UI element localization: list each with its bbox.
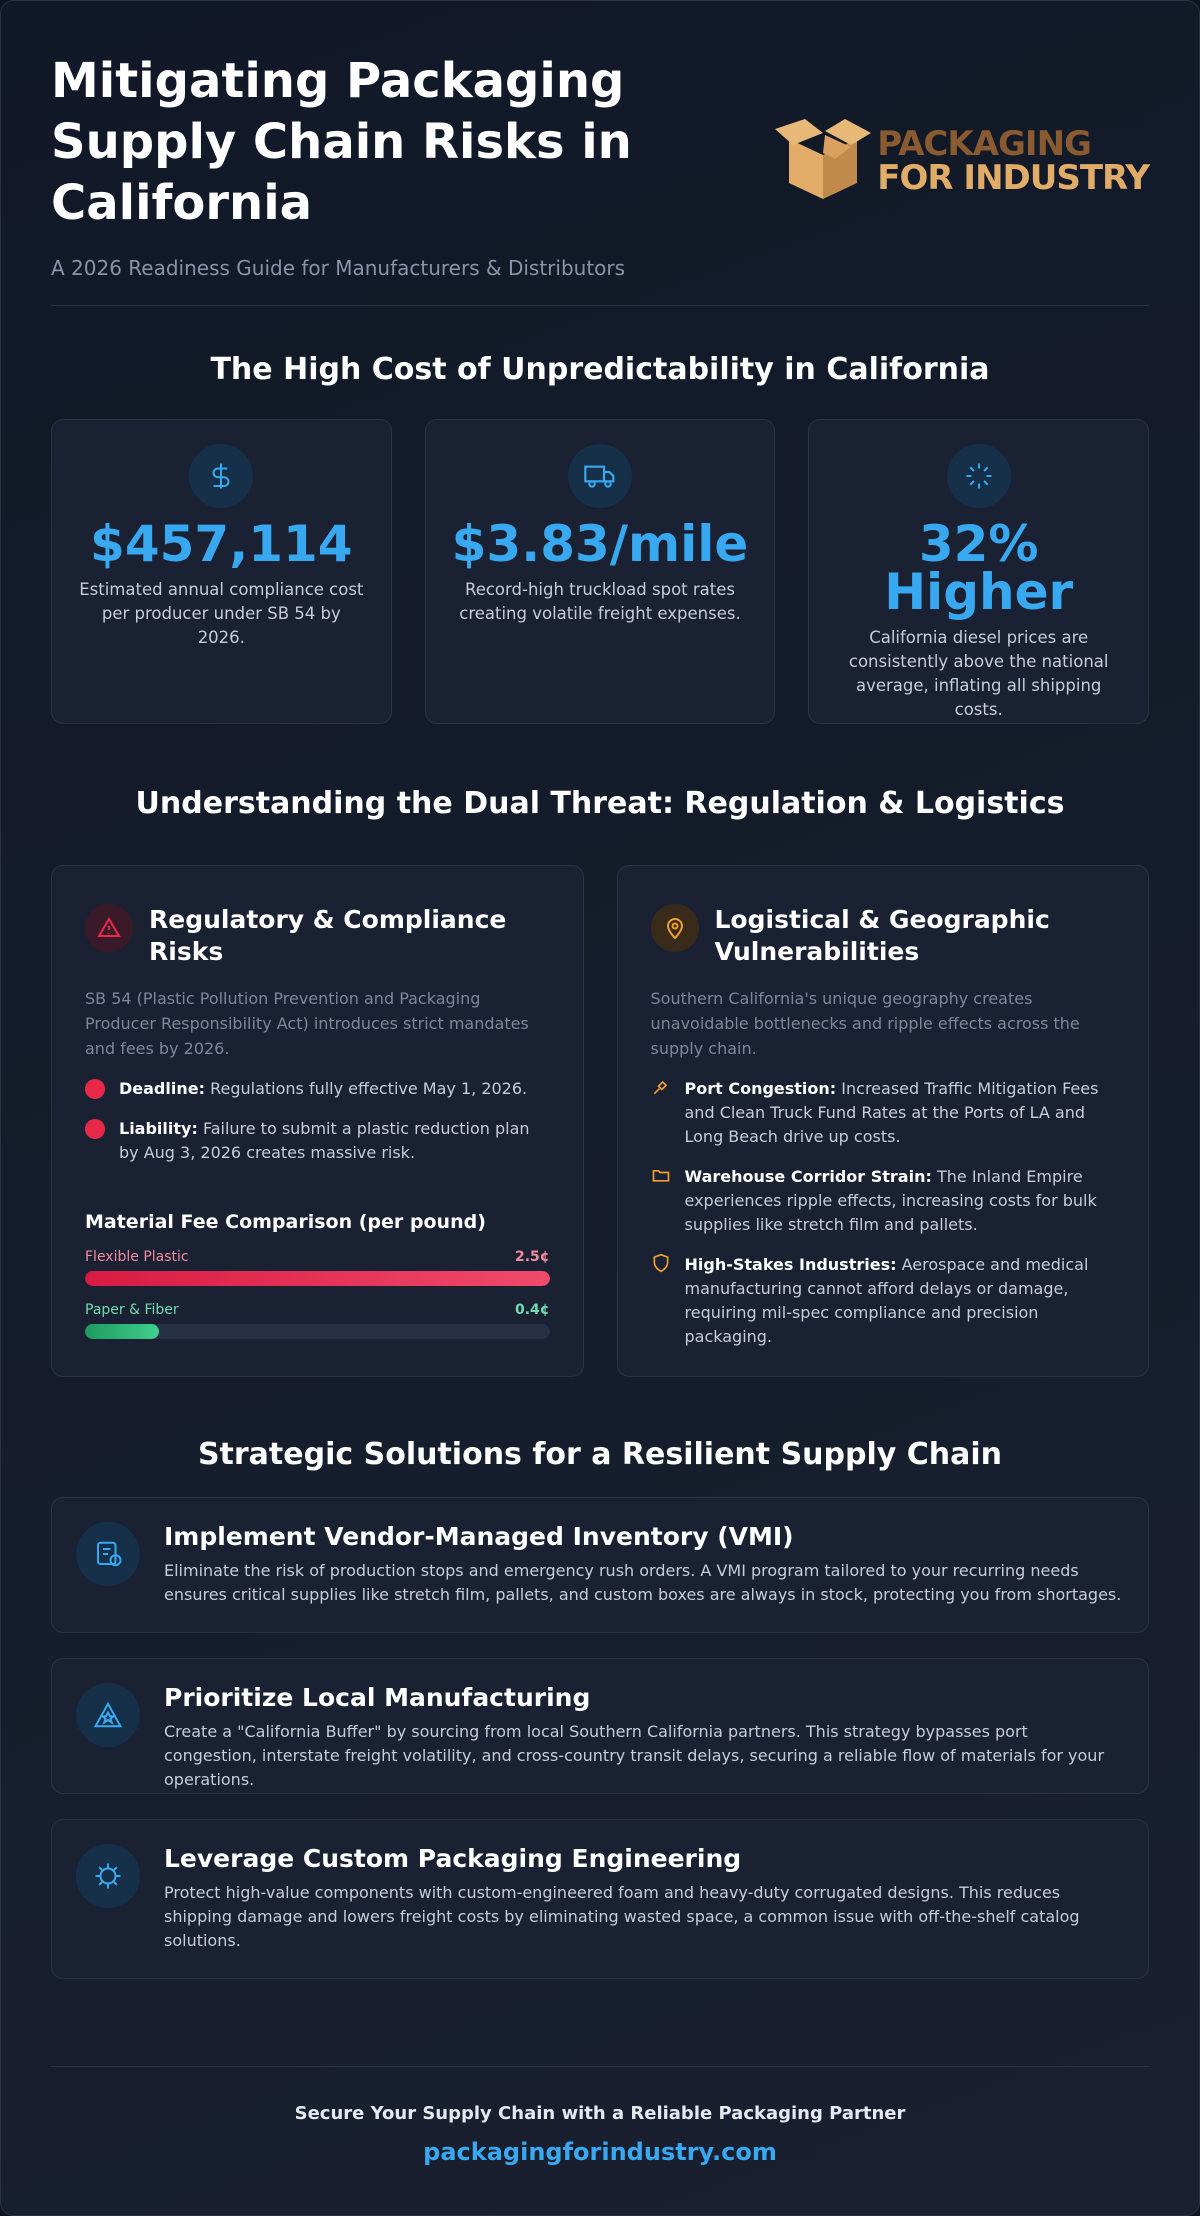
- fee-title: Material Fee Comparison (per pound): [85, 1211, 486, 1233]
- logo-line: FOR INDUSTRY: [877, 158, 1150, 198]
- title: Mitigating Packaging Supply Chain Risks …: [51, 53, 632, 231]
- solution-icon: [76, 1683, 140, 1747]
- section-heading: Strategic Solutions for a Resilient Supp…: [197, 1437, 1003, 1472]
- stat-text: Estimated annual compliance cost per pro…: [79, 580, 364, 647]
- card-intro: Southern California's unique geography c…: [650, 989, 1080, 1058]
- stat-value: 32% Higher: [884, 515, 1074, 621]
- item-text: Liability: Failure to submit a plastic r…: [119, 1117, 550, 1165]
- fee-row: Flexible Plastic 2.5¢: [85, 1249, 550, 1265]
- solution-text: Eliminate the risk of production stops a…: [164, 1561, 1122, 1604]
- list-item: Warehouse Corridor Strain: The Inland Em…: [651, 1165, 1116, 1237]
- item-text: Warehouse Corridor Strain: The Inland Em…: [685, 1165, 1116, 1237]
- item-icon: [651, 1253, 671, 1349]
- solution-icon: [76, 1522, 140, 1586]
- stat-icon: [946, 444, 1011, 508]
- item-body: Failure to submit a plastic reduction pl…: [119, 1119, 530, 1162]
- fee-track: [85, 1324, 550, 1339]
- solution-body: Implement Vendor-Managed Inventory (VMI)…: [164, 1522, 1124, 1608]
- item-label: Deadline:: [119, 1079, 205, 1098]
- fee-label: Flexible Plastic: [85, 1249, 189, 1265]
- solution-title: Prioritize Local Manufacturing: [164, 1683, 591, 1712]
- stat-card: $457,114 Estimated annual compliance cost…: [51, 419, 392, 724]
- item-label: Warehouse Corridor Strain:: [684, 1167, 932, 1186]
- item-text: Deadline: Regulations fully effective Ma…: [119, 1077, 527, 1101]
- stat-card: $3.83/mile Record-high truckload spot rat…: [424, 419, 776, 724]
- solution-body: Prioritize Local Manufacturing Create a "…: [164, 1683, 1124, 1789]
- threat-row: Regulatory & Compliance Risks SB 54 (Pla…: [51, 865, 1149, 1377]
- logo: PACKAGING FOR INDUSTRY: [775, 119, 1150, 203]
- footer-tagline: Secure Your Supply Chain with a Reliable…: [294, 2103, 906, 2124]
- list-item: High-Stakes Industries: Aerospace and me…: [651, 1253, 1116, 1349]
- item-body: Regulations fully effective May 1, 2026.: [210, 1079, 528, 1098]
- item-body: Increased Traffic Mitigation Fees and Cl…: [684, 1079, 1099, 1146]
- card-title: Regulatory & Compliance Risks: [149, 905, 507, 966]
- fee-bar: [85, 1271, 550, 1286]
- stat-row: $457,114 Estimated annual compliance cost…: [51, 419, 1149, 724]
- stat-text: Record-high truckload spot rates creatin…: [459, 580, 741, 623]
- solution-title: Leverage Custom Packaging Engineering: [164, 1844, 742, 1873]
- solution-icon: [76, 1844, 140, 1908]
- item-label: Port Congestion:: [684, 1079, 837, 1098]
- fee-label: Paper & Fiber: [85, 1302, 179, 1318]
- card-title: Logistical & Geographic Vulnerabilities: [714, 905, 1050, 966]
- solution-body: Leverage Custom Packaging Engineering Pro…: [164, 1844, 1124, 1954]
- fee-value: 2.5¢: [514, 1249, 550, 1265]
- solution-text: Create a "California Buffer" by sourcing…: [164, 1722, 1105, 1789]
- item-icon: [651, 1077, 671, 1149]
- bullet: [85, 1119, 105, 1139]
- card-intro: SB 54 (Plastic Pollution Prevention and …: [85, 989, 529, 1058]
- item-text: Port Congestion: Increased Traffic Mitig…: [685, 1077, 1116, 1149]
- list-item: Liability: Failure to submit a plastic r…: [85, 1117, 550, 1165]
- solution-text: Protect high-value components with custo…: [164, 1883, 1080, 1950]
- stat-icon: [189, 444, 254, 508]
- item-body: The Inland Empire experiences ripple eff…: [684, 1167, 1097, 1234]
- stat-value: $457,114: [90, 515, 353, 573]
- logo-icon: [775, 119, 872, 199]
- solution-card: Implement Vendor-Managed Inventory (VMI)…: [51, 1497, 1149, 1633]
- solution-title: Implement Vendor-Managed Inventory (VMI): [164, 1522, 794, 1551]
- fee-track: [85, 1271, 550, 1286]
- stat-card: 32% Higher California diesel prices are c…: [808, 419, 1149, 724]
- threat-card: Logistical & Geographic Vulnerabilities …: [616, 865, 1149, 1377]
- stat-icon: [568, 444, 632, 508]
- section-heading: The High Cost of Unpredictability in Cal…: [210, 352, 990, 387]
- item-label: High-Stakes Industries:: [684, 1255, 897, 1274]
- fee-comparison: Material Fee Comparison (per pound) Flex…: [85, 1211, 550, 1339]
- item-icon: [651, 1165, 671, 1237]
- footer-link[interactable]: packagingforindustry.com: [423, 2138, 777, 2166]
- bullet: [85, 1079, 105, 1099]
- footer: Secure Your Supply Chain with a Reliable…: [51, 2066, 1149, 2166]
- solution-card: Prioritize Local Manufacturing Create a "…: [51, 1658, 1149, 1794]
- list-item: Deadline: Regulations fully effective Ma…: [85, 1077, 550, 1101]
- item-text: High-Stakes Industries: Aerospace and me…: [685, 1253, 1116, 1349]
- stat-value: $3.83/mile: [451, 515, 749, 573]
- item-body: Aerospace and medical manufacturing cann…: [684, 1255, 1089, 1346]
- fee-row: Paper & Fiber 0.4¢: [85, 1302, 550, 1318]
- fee-value: 0.4¢: [514, 1302, 550, 1318]
- item-label: Liability:: [119, 1119, 198, 1138]
- stat-text: California diesel prices are consistentl…: [848, 628, 1109, 719]
- solution-card: Leverage Custom Packaging Engineering Pro…: [51, 1819, 1149, 1979]
- logo-line: PACKAGING: [877, 124, 1092, 164]
- fee-bar: [85, 1324, 160, 1339]
- threat-card: Regulatory & Compliance Risks SB 54 (Pla…: [51, 865, 584, 1377]
- header: Mitigating Packaging Supply Chain Risks …: [51, 1, 1150, 306]
- section-heading: Understanding the Dual Threat: Regulatio…: [135, 786, 1065, 821]
- subtitle: A 2026 Readiness Guide for Manufacturers…: [51, 256, 626, 280]
- list-item: Port Congestion: Increased Traffic Mitig…: [651, 1077, 1116, 1149]
